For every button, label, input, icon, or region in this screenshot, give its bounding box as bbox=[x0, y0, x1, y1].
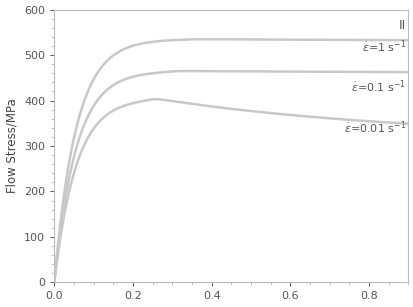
Y-axis label: Flow Stress/MPa: Flow Stress/MPa bbox=[5, 99, 19, 193]
Text: $\dot{\varepsilon}$=0.1 s$^{-1}$: $\dot{\varepsilon}$=0.1 s$^{-1}$ bbox=[350, 79, 406, 95]
Text: II: II bbox=[398, 19, 406, 32]
Text: $\dot{\varepsilon}$=0.01 s$^{-1}$: $\dot{\varepsilon}$=0.01 s$^{-1}$ bbox=[343, 119, 406, 136]
Text: $\dot{\varepsilon}$=1 s$^{-1}$: $\dot{\varepsilon}$=1 s$^{-1}$ bbox=[361, 39, 406, 55]
